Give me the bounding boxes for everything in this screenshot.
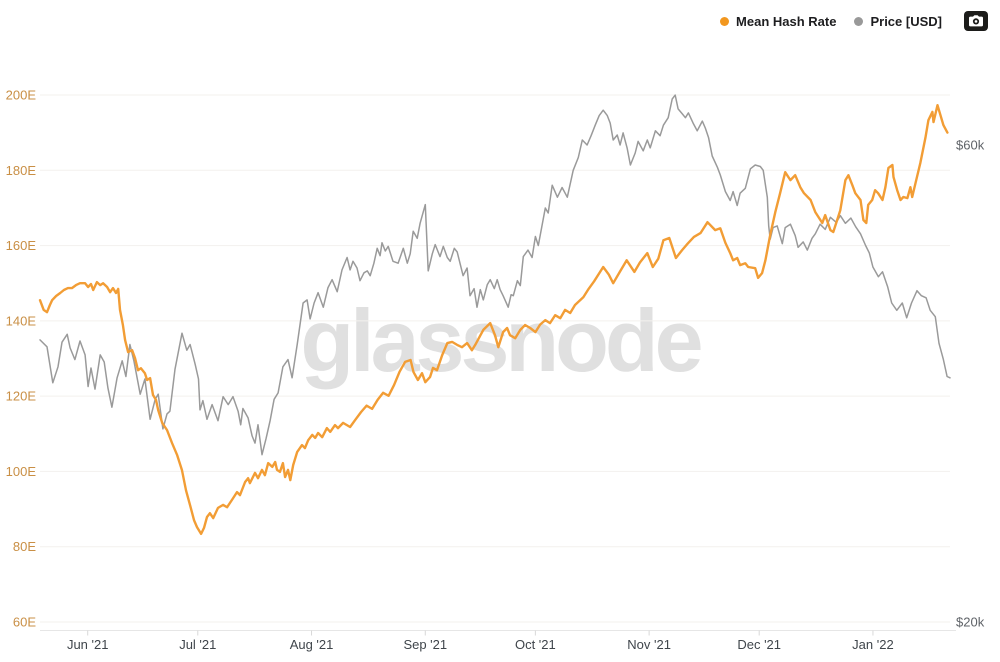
x-axis-tick-label: Oct '21 — [515, 637, 556, 652]
y-axis-left-tick-label: 200E — [6, 88, 37, 103]
legend-item-price-usd[interactable]: Price [USD] — [854, 14, 942, 29]
x-axis-tick-label: Jul '21 — [179, 637, 216, 652]
glassnode-watermark: glassnode — [300, 290, 703, 390]
x-axis-tick-label: Jan '22 — [852, 637, 894, 652]
y-axis-left-tick-label: 140E — [6, 313, 37, 328]
x-axis-tick-label: Nov '21 — [627, 637, 671, 652]
legend-item-mean-hash-rate[interactable]: Mean Hash Rate — [720, 14, 836, 29]
x-axis-tick-label: Aug '21 — [290, 637, 334, 652]
y-axis-left-tick-label: 160E — [6, 238, 37, 253]
x-axis-tick-label: Jun '21 — [67, 637, 109, 652]
series-line-mean-hash-rate[interactable] — [38, 104, 949, 536]
y-axis-left-tick-label: 180E — [6, 163, 37, 178]
legend-label: Price [USD] — [870, 13, 942, 29]
x-axis-tick-label: Sep '21 — [403, 637, 447, 652]
x-axis-tick-label: Dec '21 — [737, 637, 781, 652]
price-usd-dot-icon — [854, 16, 864, 26]
y-axis-right-tick-label: $60k — [956, 138, 985, 153]
chart-legend: Mean Hash Rate Price [USD] — [720, 11, 988, 31]
y-axis-right-tick-label: $20k — [956, 615, 985, 630]
series-line-price-usd-[interactable] — [39, 94, 951, 456]
mean-hash-rate-dot-icon — [720, 16, 730, 26]
y-axis-left-tick-label: 60E — [13, 615, 36, 630]
camera-icon — [969, 15, 983, 27]
legend-label: Mean Hash Rate — [736, 13, 837, 29]
y-axis-left-tick-label: 120E — [6, 389, 37, 404]
camera-screenshot-button[interactable] — [964, 11, 988, 31]
y-axis-left-tick-label: 100E — [6, 464, 37, 479]
y-axis-left-tick-label: 80E — [13, 539, 36, 554]
